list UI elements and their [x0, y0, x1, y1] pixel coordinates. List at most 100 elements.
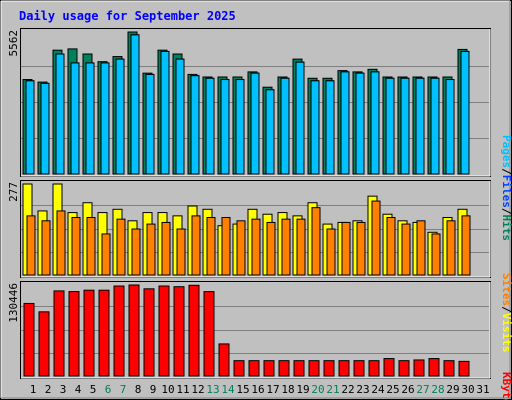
- bar-kbytes: [23, 302, 35, 377]
- bar-pages: [415, 77, 425, 175]
- bar-pages: [160, 50, 170, 175]
- bar-pages: [355, 72, 365, 175]
- panel-hits-files-pages: 5562: [7, 28, 491, 177]
- bar-kbytes: [293, 360, 305, 377]
- day-label-7: 7: [120, 383, 127, 396]
- bar-kbytes: [368, 360, 380, 377]
- bar-kbytes: [53, 290, 65, 377]
- bar-pages: [100, 62, 110, 175]
- bar-sites: [296, 218, 306, 276]
- bar-pages: [430, 77, 440, 175]
- day-label-9: 9: [150, 383, 157, 396]
- legend-visits-sites: Sites/Visits: [500, 273, 512, 353]
- bar-sites: [191, 215, 201, 276]
- bar-kbytes: [158, 285, 170, 377]
- bar-kbytes: [143, 288, 155, 377]
- bar-sites: [431, 233, 441, 276]
- bar-pages: [460, 50, 470, 175]
- legend-separator: /: [500, 208, 512, 215]
- bar-sites: [266, 221, 276, 276]
- bar-pages: [55, 53, 65, 175]
- bar-sites: [461, 215, 471, 276]
- bar-sites: [56, 210, 66, 276]
- bar-sites: [221, 217, 231, 276]
- bar-sites: [41, 220, 51, 276]
- bar-pages: [340, 71, 350, 175]
- bar-pages: [325, 80, 335, 175]
- bar-sites: [161, 221, 171, 276]
- bar-kbytes: [338, 360, 350, 377]
- day-label-14: 14: [221, 383, 235, 396]
- bar-kbytes: [113, 285, 125, 377]
- bar-sites: [131, 228, 141, 276]
- bar-pages: [220, 79, 230, 175]
- legend-kbytes: KBytes: [500, 372, 512, 400]
- bar-sites: [236, 220, 246, 276]
- day-label-11: 11: [176, 383, 189, 396]
- bar-sites: [401, 223, 411, 276]
- bar-pages: [205, 77, 215, 175]
- bar-pages: [175, 58, 185, 175]
- bar-kbytes: [68, 291, 80, 377]
- bar-kbytes: [458, 360, 470, 377]
- bar-sites: [341, 221, 351, 276]
- bar-kbytes: [353, 360, 365, 377]
- bar-sites: [206, 217, 216, 276]
- bar-kbytes: [278, 360, 290, 377]
- legend-sites: Sites: [500, 273, 512, 306]
- day-label-1: 1: [30, 383, 37, 396]
- bar-sites: [101, 233, 111, 276]
- bar-sites: [146, 223, 156, 276]
- day-label-8: 8: [135, 383, 142, 396]
- legend-hits-files-pages: Pages/Files/Hits: [500, 135, 512, 241]
- chart-title: Daily usage for September 2025: [19, 9, 236, 23]
- legend-visits: Visits: [500, 313, 512, 353]
- bar-pages: [115, 58, 125, 175]
- bar-pages: [445, 79, 455, 175]
- day-label-5: 5: [90, 383, 97, 396]
- max-label-hits-files-pages: 5562: [7, 30, 20, 57]
- bar-pages: [235, 79, 245, 175]
- bar-sites: [86, 217, 96, 276]
- bar-sites: [326, 228, 336, 276]
- day-label-6: 6: [105, 383, 112, 396]
- bar-kbytes: [443, 360, 455, 377]
- panel-kbytes: 130446: [7, 281, 491, 379]
- bar-pages: [280, 77, 290, 175]
- bar-sites: [281, 218, 291, 276]
- day-label-13: 13: [206, 383, 219, 396]
- day-label-15: 15: [236, 383, 249, 396]
- day-label-20: 20: [311, 383, 324, 396]
- bar-pages: [250, 72, 260, 175]
- bar-kbytes: [248, 360, 260, 377]
- day-label-22: 22: [341, 383, 354, 396]
- day-label-23: 23: [356, 383, 369, 396]
- bar-kbytes: [428, 358, 440, 377]
- bar-sites: [176, 228, 186, 276]
- bar-pages: [70, 62, 80, 175]
- day-label-3: 3: [60, 383, 67, 396]
- bar-sites: [446, 220, 456, 276]
- bar-kbytes: [398, 360, 410, 377]
- legend-pages: Pages: [500, 135, 512, 168]
- bar-kbytes: [203, 291, 215, 377]
- max-label-visits-sites: 277: [7, 182, 20, 202]
- bar-sites: [26, 215, 36, 276]
- bar-kbytes: [233, 360, 245, 377]
- bar-kbytes: [98, 289, 110, 377]
- day-label-17: 17: [266, 383, 279, 396]
- day-label-29: 29: [446, 383, 459, 396]
- bar-kbytes: [383, 358, 395, 377]
- legend-separator: /: [500, 306, 512, 313]
- panel-visits-sites: 277: [7, 180, 491, 278]
- x-axis-day-labels: 1 2 3 4 5 6 7 8 9 10 11 12 13 14 15 16 17 18 19 20 21 22 23 24 2…: [30, 383, 490, 396]
- day-label-26: 26: [401, 383, 414, 396]
- bar-pages: [145, 73, 155, 175]
- bar-kbytes: [308, 360, 320, 377]
- bar-kbytes: [218, 343, 230, 377]
- bar-pages: [385, 77, 395, 175]
- bar-pages: [130, 34, 140, 175]
- bar-sites: [116, 218, 126, 276]
- day-label-25: 25: [386, 383, 399, 396]
